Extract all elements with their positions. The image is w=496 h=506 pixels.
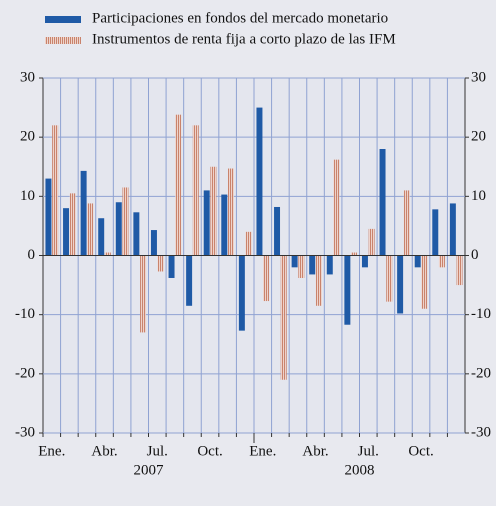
bar xyxy=(274,206,281,256)
bar xyxy=(351,252,358,256)
bar xyxy=(52,125,59,256)
y2-tick-label: -10 xyxy=(471,306,491,322)
bar xyxy=(386,255,393,302)
bar xyxy=(168,255,175,278)
x-tick-label: Ene. xyxy=(38,443,65,459)
bar xyxy=(245,231,252,256)
x-tick-label: Oct. xyxy=(408,443,433,459)
bar xyxy=(227,168,234,256)
y2-tick-label: -20 xyxy=(471,365,491,381)
x-tick-label: Jul. xyxy=(147,443,168,459)
legend-swatch xyxy=(45,16,81,23)
bar xyxy=(291,255,298,268)
bar xyxy=(192,125,199,256)
bar xyxy=(256,107,263,256)
bar xyxy=(379,149,386,256)
bar xyxy=(326,255,333,275)
legend-swatch xyxy=(45,37,81,44)
bar xyxy=(133,212,140,256)
bar xyxy=(150,230,157,256)
year-label: 2008 xyxy=(345,462,375,478)
bar xyxy=(298,255,305,278)
bar xyxy=(449,203,456,256)
x-tick-label: Oct. xyxy=(197,443,222,459)
bar xyxy=(421,255,428,309)
y-tick-label: -10 xyxy=(15,306,35,322)
legend-label: Instrumentos de renta fija a corto plazo… xyxy=(92,31,396,47)
x-tick-label: Ene. xyxy=(249,443,276,459)
y-tick-label: 10 xyxy=(20,188,35,204)
bar xyxy=(157,255,164,272)
bar xyxy=(87,203,94,256)
bar xyxy=(309,255,316,275)
bar xyxy=(210,166,217,256)
bar xyxy=(361,255,368,268)
bar xyxy=(122,187,129,256)
y-tick-label: 20 xyxy=(20,129,35,145)
bar xyxy=(438,255,445,268)
bar xyxy=(80,170,87,256)
y-tick-label: 0 xyxy=(28,247,36,263)
y2-tick-label: 0 xyxy=(471,247,479,263)
y2-tick-label: 20 xyxy=(471,129,486,145)
y-tick-label: -20 xyxy=(15,365,35,381)
y2-tick-label: 10 xyxy=(471,188,486,204)
y-tick-label: 30 xyxy=(20,69,35,85)
bar xyxy=(115,202,122,256)
year-label: 2007 xyxy=(134,462,165,478)
bar xyxy=(403,190,410,256)
y-tick-label: -30 xyxy=(15,424,35,440)
x-tick-label: Abr. xyxy=(91,443,117,459)
bar xyxy=(368,228,375,256)
bar xyxy=(344,255,351,325)
bar xyxy=(238,255,245,331)
bar xyxy=(456,255,463,286)
bar xyxy=(432,209,439,256)
bar xyxy=(140,255,147,333)
bar xyxy=(221,194,228,256)
bar xyxy=(333,159,340,256)
bar xyxy=(45,178,52,256)
bar xyxy=(104,252,111,256)
bar xyxy=(175,114,182,256)
x-tick-label: Jul. xyxy=(358,443,379,459)
bar xyxy=(315,255,322,306)
legend-label: Participaciones en fondos del mercado mo… xyxy=(92,10,388,26)
bar xyxy=(186,255,193,306)
bar xyxy=(63,208,70,256)
bar xyxy=(98,218,105,256)
bar xyxy=(397,255,404,314)
y2-tick-label: 30 xyxy=(471,69,486,85)
bar xyxy=(203,190,210,256)
bar xyxy=(69,193,76,256)
bar xyxy=(263,255,270,302)
bar xyxy=(414,255,421,268)
y2-tick-label: -30 xyxy=(471,424,491,440)
x-tick-label: Abr. xyxy=(302,443,328,459)
bar xyxy=(280,255,287,380)
